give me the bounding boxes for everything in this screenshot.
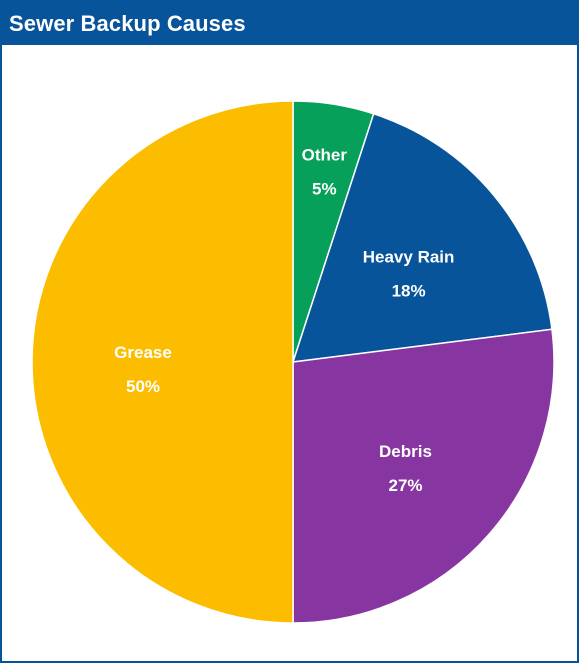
slice-label-heavy-rain: Heavy Rain [363,247,455,266]
slice-label-grease: Grease [114,343,172,362]
slice-label-debris: Debris [379,442,432,461]
slice-label-other: Other [302,146,348,165]
pie-slice-heavy-rain [291,112,553,363]
slice-value-debris: 27% [388,476,422,495]
pie-chart: Other 5% Heavy Rain 18% Debris 27% Grease 50% [31,100,555,624]
slice-value-other: 5% [312,180,337,199]
pie-slice-grease [31,100,294,624]
slice-value-grease: 50% [126,377,160,396]
pie-slice-debris [292,328,555,624]
page-title: Sewer Backup Causes [2,2,577,45]
slice-value-heavy-rain: 18% [392,281,426,300]
